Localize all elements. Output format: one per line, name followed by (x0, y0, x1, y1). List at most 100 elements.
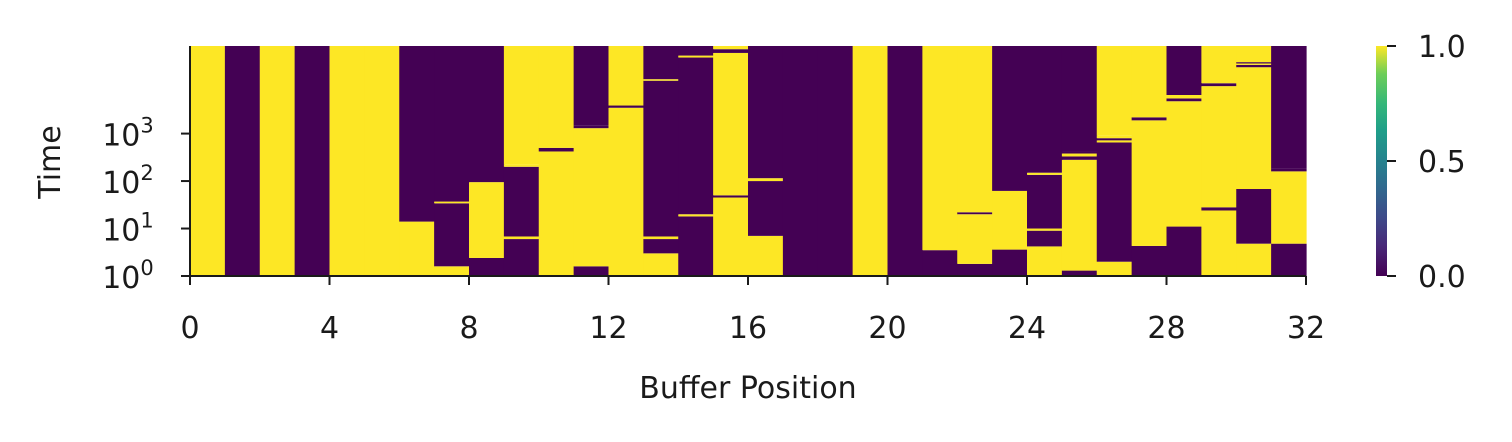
heatmap-cell (643, 236, 679, 240)
heatmap-cell (782, 46, 819, 276)
heatmap-cell (1027, 228, 1063, 231)
heatmap-cell (469, 46, 505, 183)
heatmap-cell (643, 253, 679, 276)
heatmap-cell (748, 178, 784, 182)
heatmap-cell (1236, 67, 1272, 187)
heatmap-cell (1027, 174, 1063, 229)
heatmap-cell (1166, 95, 1202, 99)
heatmap-cell (1271, 168, 1307, 172)
heatmap-cell (573, 128, 610, 267)
heatmap-cell (573, 125, 610, 129)
heatmap-cell (1096, 138, 1133, 141)
heatmap-cell (1236, 62, 1272, 64)
heatmap-cell (1027, 172, 1063, 175)
heatmap-cell (678, 57, 714, 215)
heatmap-cell (1061, 46, 1098, 152)
heatmap-cell (713, 52, 749, 196)
heatmap-cell (957, 263, 993, 276)
heatmap-cell (1236, 189, 1272, 244)
x-tick-label: 16 (729, 311, 767, 346)
heatmap-cell (294, 46, 331, 276)
heatmap-cell (713, 46, 749, 50)
colorbar-tick-label: 0.0 (1418, 260, 1466, 295)
heatmap-cell (992, 249, 1028, 276)
heatmap-cells (190, 46, 1307, 276)
heatmap-cell (1236, 46, 1272, 63)
colorbar: 0.0 0.5 1.0 (1376, 30, 1466, 295)
heatmap-cell (1061, 153, 1098, 157)
heatmap-cell (503, 166, 540, 237)
heatmap-cell (1201, 46, 1237, 84)
x-axis-label: Buffer Position (639, 371, 856, 406)
heatmap-cell (1271, 46, 1307, 169)
heatmap-cell (1027, 46, 1063, 173)
heatmap-cell (1236, 64, 1272, 68)
heatmap-cell (538, 151, 575, 276)
heatmap-cell (748, 235, 784, 276)
heatmap-cell (503, 236, 540, 240)
heatmap-cell (643, 239, 679, 254)
heatmap-cell (678, 55, 714, 58)
heatmap-cell (1201, 210, 1237, 276)
heatmap-cell (1166, 98, 1202, 102)
heatmap-cell (957, 212, 993, 215)
heatmap-cell (538, 147, 575, 152)
heatmap-cell (957, 46, 993, 213)
y-axis-label: Time (33, 125, 68, 199)
x-tick-label: 28 (1147, 311, 1185, 346)
heatmap-cell (259, 46, 296, 276)
y-axis: 100 101 102 103 (102, 46, 191, 296)
x-tick-label: 4 (320, 311, 339, 346)
heatmap-cell (503, 46, 540, 165)
heatmap-cell (469, 182, 505, 258)
heatmap-cell (434, 201, 470, 204)
x-tick-label: 20 (868, 311, 906, 346)
heatmap-cell (1131, 245, 1168, 276)
heatmap-cell (713, 197, 749, 276)
heatmap-cell (1096, 140, 1133, 143)
heatmap-cell (608, 107, 644, 276)
heatmap-cell (1201, 83, 1237, 87)
heatmap-cell (503, 164, 540, 167)
heatmap-cell (1236, 186, 1272, 190)
heatmap-cell (434, 266, 470, 276)
heatmap-cell (922, 46, 958, 251)
heatmap-cell (364, 46, 400, 276)
colorbar-tick-label: 0.5 (1418, 145, 1466, 180)
heatmap-cell (1271, 171, 1307, 244)
x-axis: 0 4 8 12 16 20 24 28 32 (180, 275, 1325, 346)
heatmap-cell (1061, 151, 1098, 154)
heatmap-cell (643, 80, 679, 237)
x-tick-label: 8 (459, 311, 478, 346)
heatmap-cell (713, 49, 749, 53)
heatmap-cell (1027, 230, 1063, 247)
heatmap-cell (434, 46, 470, 202)
x-tick-label: 0 (180, 311, 199, 346)
heatmap-cell (1096, 261, 1133, 276)
heatmap-cell (643, 79, 679, 81)
heatmap-cell (1236, 243, 1272, 276)
heatmap-cell (817, 46, 854, 276)
heatmap-cell (713, 195, 749, 198)
heatmap-cell (1201, 86, 1237, 208)
heatmap-cell (190, 46, 226, 276)
heatmap-cell (608, 46, 644, 106)
heatmap-cell (887, 46, 923, 276)
heatmap-cell (1096, 142, 1133, 262)
colorbar-gradient (1376, 46, 1387, 276)
heatmap-cell (434, 203, 470, 267)
y-tick-label: 100 (102, 256, 154, 296)
heatmap-cell (538, 46, 575, 148)
heatmap-cell (1096, 135, 1133, 139)
heatmap-cell (1131, 117, 1168, 121)
y-tick-label: 102 (102, 161, 154, 201)
heatmap-cell (678, 46, 714, 56)
x-tick-label: 32 (1287, 311, 1325, 346)
heatmap-cell (1271, 243, 1307, 276)
heatmap-cell (1061, 270, 1098, 276)
heatmap-cell (678, 216, 714, 276)
x-tick-label: 12 (589, 311, 627, 346)
heatmap-cell (852, 46, 889, 276)
heatmap-cell (1166, 46, 1202, 95)
